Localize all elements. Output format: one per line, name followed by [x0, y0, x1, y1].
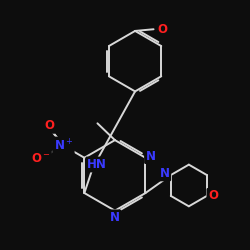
Text: N: N	[160, 167, 170, 180]
Text: N$^+$: N$^+$	[54, 138, 73, 153]
Text: O$^-$: O$^-$	[31, 152, 50, 164]
Text: O: O	[157, 23, 167, 36]
Text: HN: HN	[87, 158, 107, 171]
Text: N: N	[110, 211, 120, 224]
Text: O: O	[208, 190, 218, 202]
Text: N: N	[146, 150, 156, 162]
Text: O: O	[44, 119, 54, 132]
